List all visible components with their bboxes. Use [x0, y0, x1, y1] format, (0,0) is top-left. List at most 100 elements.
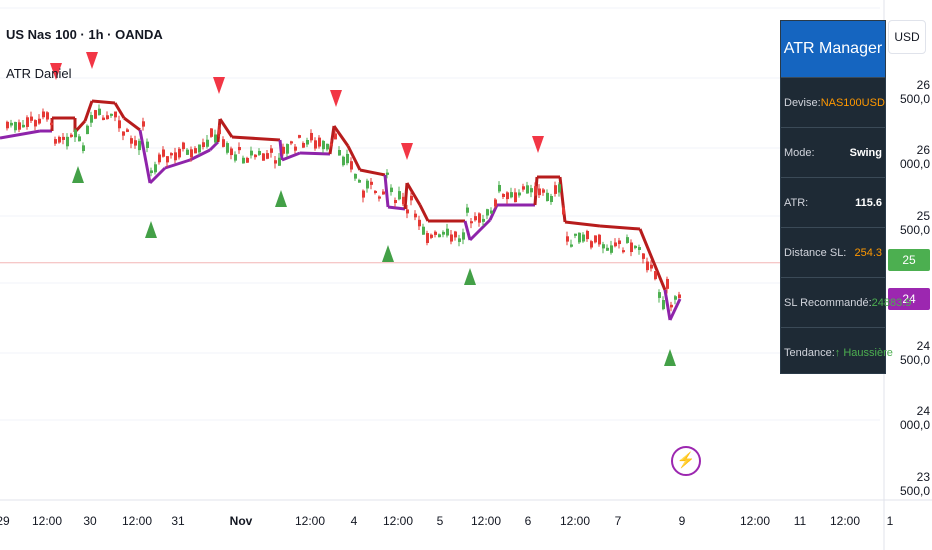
trailing-stop-segment [668, 298, 682, 321]
candle [310, 132, 313, 141]
trailing-stop-segment [148, 166, 167, 185]
trailing-stop-segment [123, 116, 141, 132]
trailing-stop-segment [564, 220, 601, 228]
candle [146, 141, 149, 149]
candle [634, 245, 637, 249]
candle [330, 143, 333, 146]
candle [394, 200, 397, 204]
candle [26, 117, 29, 127]
candle [458, 238, 461, 242]
candle [366, 180, 369, 189]
candle [126, 129, 129, 132]
candle [510, 192, 513, 198]
trailing-stop-segment [359, 168, 386, 177]
candle [438, 234, 441, 238]
candle [382, 191, 385, 195]
trailing-stop-segment [189, 148, 211, 162]
candle [46, 112, 49, 120]
candle [10, 122, 13, 126]
candle [86, 125, 89, 135]
candle [130, 138, 133, 144]
lightning-icon[interactable]: ⚡ [671, 446, 701, 476]
candle [578, 232, 581, 243]
trailing-stop-segment [299, 151, 331, 156]
candle [290, 141, 293, 144]
candle [398, 191, 401, 200]
candle [650, 264, 653, 269]
triangle-up-icon [275, 190, 287, 207]
candle [558, 184, 561, 193]
candle [238, 147, 241, 151]
trailing-stop-segment [403, 182, 409, 210]
trailing-stop-segment [113, 102, 126, 119]
candle [414, 213, 417, 218]
candle [502, 193, 505, 197]
candle [462, 232, 465, 240]
atr-manager-panel: ATR Manager Devise: NAS100USD Mode: Swin… [780, 20, 911, 377]
candle [514, 192, 517, 203]
atr-row-tendance: Tendance: ↑ Haussière [781, 327, 893, 377]
candle [370, 181, 373, 185]
atr-row-value: ↑ Haussière [834, 346, 893, 359]
candle [490, 210, 493, 214]
atr-row-label: Distance SL: [784, 246, 847, 259]
candle [590, 241, 593, 248]
candle [50, 122, 53, 126]
candle [526, 185, 529, 194]
candle [194, 148, 197, 154]
price-axis-label: 26 000,0 [899, 143, 930, 172]
triangle-down-icon [50, 63, 62, 80]
candle [174, 152, 177, 161]
candle [474, 216, 477, 221]
candle [638, 247, 641, 250]
trailing-stop-segment [346, 145, 362, 171]
atr-row-distance-sl: Distance SL: 254.3 [781, 227, 885, 277]
candle [574, 233, 577, 236]
candle [22, 124, 25, 128]
candle [570, 244, 573, 247]
symbol-title[interactable]: US Nas 100 · 1h · OANDA [6, 27, 163, 42]
candle [178, 148, 181, 158]
candle [582, 234, 585, 242]
time-axis-label: 12:00 [31, 514, 63, 528]
triangle-up-icon [464, 268, 476, 285]
candle [626, 237, 629, 243]
time-axis-label: 4 [350, 514, 358, 528]
candle [470, 221, 473, 224]
candle [606, 247, 609, 251]
candle [170, 153, 173, 156]
candle [266, 153, 269, 159]
candle [254, 154, 257, 158]
candle [234, 154, 237, 161]
candle [554, 185, 557, 194]
currency-button[interactable]: USD [888, 20, 926, 54]
atr-row-label: Mode: [784, 146, 815, 159]
time-axis-label: 12:00 [382, 514, 414, 528]
trailing-stop-segment [418, 204, 430, 222]
candle [202, 142, 205, 148]
candle [494, 199, 497, 207]
candle [42, 111, 45, 118]
triangle-up-icon [72, 166, 84, 183]
time-axis-label: Nov [229, 514, 253, 528]
candle [270, 148, 273, 153]
candle [478, 213, 481, 223]
candle [542, 189, 545, 193]
candle [374, 190, 377, 193]
trailing-stop-segment [231, 135, 281, 142]
candle [110, 113, 113, 116]
candle [98, 108, 101, 115]
candle [210, 128, 213, 137]
indicator-name[interactable]: ATR Daniel [6, 66, 72, 81]
candle [114, 111, 117, 118]
candle [30, 116, 33, 121]
candle [314, 140, 317, 149]
candle [354, 173, 357, 179]
candle [102, 117, 105, 120]
atr-row-value: 115.6 [855, 196, 882, 209]
trailing-stop-segment [281, 151, 301, 162]
candle [662, 300, 665, 310]
candle [230, 148, 233, 156]
